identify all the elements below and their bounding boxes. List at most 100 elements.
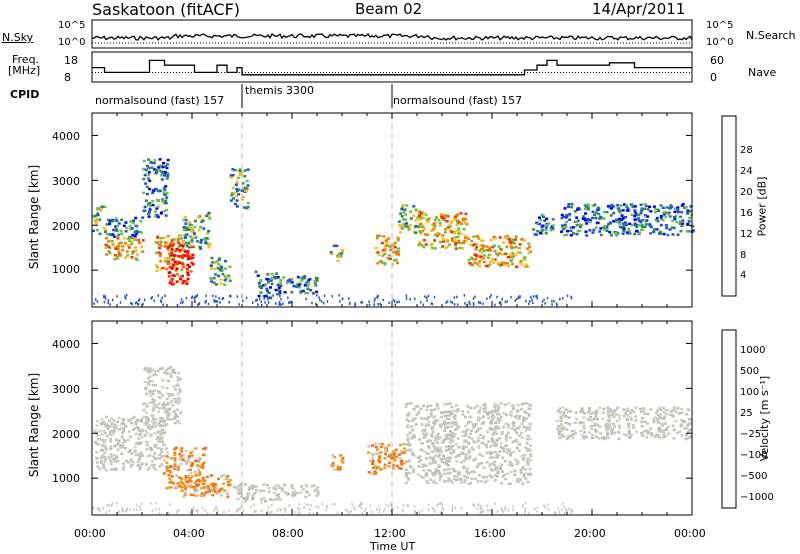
power-cell [501, 253, 504, 256]
power-cell [104, 230, 107, 234]
power-cell [570, 205, 574, 209]
power-cell [116, 225, 120, 228]
power-cell [217, 258, 221, 261]
vel-cell [304, 483, 308, 486]
power-cell [491, 245, 495, 249]
vel-cell [407, 471, 411, 475]
power-ground-cell [489, 296, 491, 299]
power-cell [633, 232, 637, 236]
vel-cell [110, 468, 113, 471]
power-cell [158, 170, 162, 173]
vel-cell [605, 431, 609, 435]
vel-cell [148, 391, 152, 394]
vel-cell [313, 489, 317, 492]
vel-cell [215, 492, 219, 496]
power-cell [314, 277, 318, 280]
power-cell [147, 215, 151, 218]
power-cell [418, 218, 422, 221]
power-ground-cell [451, 301, 454, 304]
power-cell [500, 248, 503, 252]
power-cell [130, 227, 134, 230]
vel-cell [466, 411, 470, 414]
vel-cell [459, 481, 463, 484]
power-ground-cell [282, 302, 284, 305]
vel-ground-cell [360, 506, 362, 510]
vel-cell [611, 409, 615, 412]
vel-cell [175, 486, 179, 489]
vel-cell [152, 455, 156, 458]
vel-cell [420, 475, 423, 478]
vel-ground-cell [276, 509, 278, 512]
vel-cell [611, 428, 615, 431]
vel-cell [525, 438, 529, 441]
power-cell [126, 243, 130, 247]
power-cell [472, 235, 476, 238]
vel-cell [112, 457, 116, 461]
vel-cell [472, 448, 475, 451]
power-cell [595, 221, 599, 225]
power-cell [265, 289, 269, 293]
vel-cell [175, 474, 179, 477]
power-cell [450, 230, 454, 234]
power-cell [621, 222, 625, 225]
vel-cell [165, 466, 169, 469]
vel-cell [159, 417, 162, 420]
vel-cell [246, 494, 250, 498]
power-cell [256, 274, 260, 277]
vel-cell [304, 495, 308, 499]
power-cell [185, 233, 189, 236]
vel-cell [274, 484, 278, 487]
vel-cell [383, 463, 387, 466]
vel-cell [411, 452, 414, 456]
power-cell [549, 229, 553, 232]
power-cell [182, 225, 186, 229]
power-cell [535, 233, 539, 236]
vel-cell [463, 479, 467, 482]
power-cell [484, 264, 488, 268]
power-cell [450, 239, 454, 242]
power-ground-cell [131, 302, 133, 306]
vel-cell [438, 423, 442, 427]
vel-cell [130, 463, 134, 467]
power-cell [540, 226, 544, 229]
vel-cell [104, 448, 108, 451]
vel-cell [507, 463, 511, 467]
vel-cell [180, 486, 184, 489]
vel-cell [465, 470, 469, 474]
vel-cell [201, 463, 205, 466]
power-ground-cell [419, 301, 422, 304]
vel-cell [514, 458, 518, 462]
power-cell [185, 268, 189, 271]
power-cell [264, 283, 268, 286]
power-cell [583, 207, 587, 211]
power-cell [486, 248, 490, 252]
vel-cell [147, 382, 151, 385]
vel-cell [117, 439, 121, 442]
power-cell [336, 259, 340, 262]
vel-cell [589, 418, 593, 422]
vel-cell [212, 489, 216, 492]
power-cell [269, 296, 273, 300]
vel-cell [500, 470, 504, 473]
power-cell [662, 212, 666, 216]
vel-cell [161, 386, 164, 389]
vel-cell [500, 415, 503, 418]
vel-cell [148, 379, 152, 383]
power-cell [419, 212, 423, 215]
vel-cell [154, 468, 158, 472]
vel-cell [367, 445, 371, 448]
vel-cell [687, 429, 691, 432]
power-cell [445, 220, 449, 223]
power-cell [432, 227, 436, 230]
power-cell [300, 279, 304, 282]
power-cell [637, 213, 641, 217]
power-cell [464, 217, 467, 221]
vel-cell [420, 442, 424, 445]
vel-cell [146, 418, 150, 422]
power-cell [270, 273, 274, 276]
power-cell [401, 203, 405, 207]
power-ground-cell [255, 299, 257, 302]
power-cell [575, 216, 579, 219]
power-cell [664, 224, 668, 227]
power-cell [405, 225, 409, 228]
